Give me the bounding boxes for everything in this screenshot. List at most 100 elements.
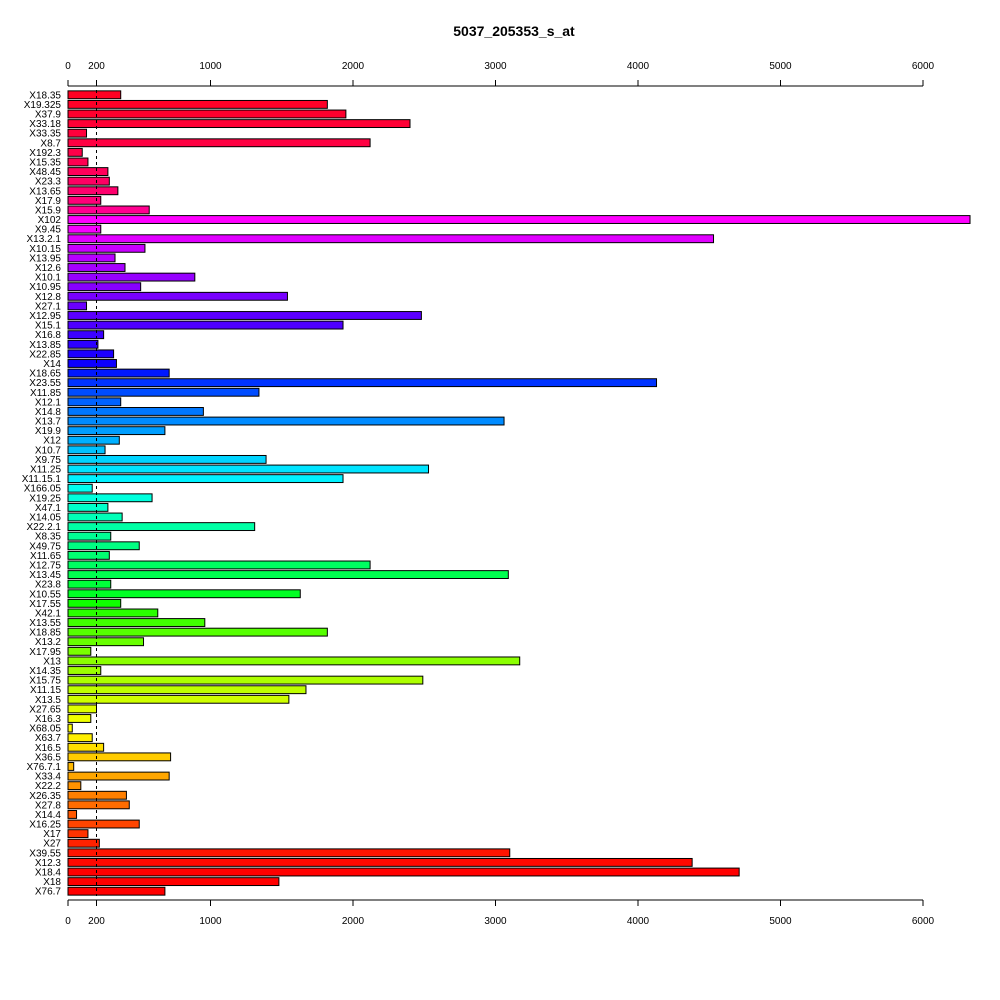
bar-X33.18 [67, 119, 411, 129]
category-label: X17.55 [29, 599, 61, 610]
bar-X36.5 [67, 752, 172, 762]
bar-X23.55 [67, 378, 658, 388]
tick-label: 1000 [199, 916, 222, 927]
bar-X49.75 [67, 541, 140, 551]
category-label: X12 [43, 436, 61, 447]
category-label: X13.65 [29, 186, 61, 197]
tick-label: 4000 [627, 61, 650, 72]
category-label: X18.4 [35, 868, 62, 879]
top-axis: 0 200 1000 2000 3000 4000 5000 6000 [65, 61, 935, 87]
bar-X19.9 [67, 426, 166, 436]
category-label: X192.3 [29, 148, 61, 159]
category-label: X8.7 [40, 138, 61, 149]
category-label: X63.7 [35, 733, 62, 744]
bar-X27.8 [67, 800, 130, 810]
tick-label: 4000 [627, 916, 650, 927]
category-label: X13.55 [29, 618, 61, 629]
bar-X15.1 [67, 320, 344, 330]
bar-X16.3 [67, 714, 92, 723]
bar-X13.5 [67, 694, 290, 704]
bar-X12.8 [67, 291, 288, 301]
category-label: X23.8 [35, 580, 62, 591]
tick-label: 2000 [342, 916, 365, 927]
category-label: X13 [43, 656, 61, 667]
tick-label: 5000 [769, 916, 792, 927]
category-label: X27.8 [35, 800, 62, 811]
bar-X16.5 [67, 742, 105, 752]
bar-X11.85 [67, 387, 260, 397]
bar-X22.2.1 [67, 522, 256, 532]
category-label: X9.45 [35, 225, 62, 236]
bar-X166.05 [67, 483, 93, 493]
category-label: X33.35 [29, 129, 61, 140]
category-label: X11.15.1 [22, 474, 62, 485]
category-label: X12.3 [35, 858, 62, 869]
bar-X18.35 [67, 90, 122, 100]
bar-X15.35 [67, 157, 89, 167]
bar-X14.8 [67, 407, 204, 416]
tick-label: 0 [65, 61, 71, 72]
category-label: X17 [43, 829, 61, 840]
category-label: X47.1 [35, 503, 62, 514]
tick-label: 0 [65, 916, 71, 927]
category-label: X14.05 [29, 512, 61, 523]
bar-X16.8 [67, 330, 105, 340]
bar-X13.55 [67, 618, 206, 627]
bar-X22.85 [67, 349, 115, 359]
bar-X13.85 [67, 339, 99, 349]
bar-X13.65 [67, 186, 119, 196]
bar-X10.1 [67, 272, 196, 282]
category-label: X26.35 [29, 791, 61, 802]
category-label: X15.35 [29, 157, 61, 168]
category-label: X18 [43, 877, 61, 888]
category-label: X12.6 [35, 263, 62, 274]
bar-X15.75 [67, 675, 424, 685]
category-label: X11.85 [30, 388, 61, 399]
bar-X14.05 [67, 512, 123, 522]
tick-label: 6000 [912, 916, 935, 927]
bar-X9.45 [67, 224, 102, 234]
bar-X17 [67, 829, 89, 839]
bar-X68.05 [67, 723, 73, 733]
bar-X12.75 [67, 560, 371, 570]
category-label: X12.95 [29, 311, 61, 322]
bar-X63.7 [67, 733, 93, 743]
tick-label: 6000 [912, 61, 935, 72]
category-label: X10.7 [35, 445, 62, 456]
category-label: X17.9 [35, 196, 62, 207]
category-label: X12.8 [35, 292, 62, 303]
category-label: X11.65 [30, 551, 61, 562]
bar-X33.35 [67, 128, 88, 138]
bar-X14 [67, 359, 117, 368]
bar-X10.15 [67, 243, 146, 253]
bar-X26.35 [67, 790, 127, 800]
bar-X9.75 [67, 454, 267, 464]
category-label: X14.4 [35, 810, 62, 821]
bar-X12.3 [67, 857, 693, 867]
category-label: X9.75 [35, 455, 62, 466]
category-label: X15.9 [35, 205, 62, 216]
bar-X18.65 [67, 368, 170, 378]
bar-X27.65 [67, 704, 97, 714]
category-label: X76.7 [35, 887, 62, 898]
bar-X13.95 [67, 253, 116, 263]
bar-X18 [67, 877, 280, 887]
bar-X14.4 [67, 810, 78, 819]
category-label: X14.35 [29, 666, 61, 677]
bar-X16.25 [67, 819, 140, 829]
category-label: X36.5 [35, 752, 62, 763]
tick-label: 3000 [484, 61, 507, 72]
bar-X8.35 [67, 531, 112, 541]
category-label: X13.85 [29, 340, 61, 351]
bar-X33.4 [67, 771, 170, 781]
bar-X19.25 [67, 493, 153, 503]
category-label: X13.7 [35, 417, 62, 428]
bar-X76.7 [67, 886, 166, 896]
category-label: X18.35 [29, 90, 61, 101]
bar-X8.7 [67, 138, 371, 148]
category-label: X22.2 [35, 781, 62, 792]
category-label: X27 [43, 839, 61, 850]
tick-label: 200 [88, 916, 105, 927]
category-label: X12.1 [35, 397, 62, 408]
bar-X13.2.1 [67, 234, 715, 244]
